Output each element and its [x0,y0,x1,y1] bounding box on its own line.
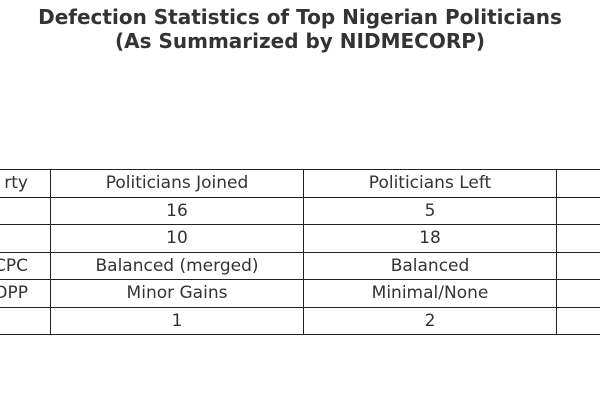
table-row: DPP Minor Gains Minimal/None [0,279,600,308]
header-cell-politicians-joined: Politicians Joined [50,169,304,198]
table-header-row: rty Politicians Joined Politicians Left … [0,169,600,198]
table-cell: 2 [303,306,557,335]
table-row: 10 18 [0,224,600,253]
defection-table: rty Politicians Joined Politicians Left … [0,169,600,335]
table-cell [0,306,51,335]
chart-title-line-1: Defection Statistics of Top Nigerian Pol… [38,5,562,29]
table-cell: Balanced [303,251,557,280]
chart-title: Defection Statistics of Top Nigerian Pol… [0,5,600,53]
chart-title-line-2: (As Summarized by NIDMECORP) [114,29,486,53]
header-cell-net: Ne [556,169,600,198]
table-cell [0,224,51,253]
table-cell: DPP [0,279,51,308]
table-cell [556,224,600,253]
table-cell: 1 [50,306,304,335]
table-cell: CPC [0,251,51,280]
table-row: 1 2 [0,306,600,335]
table-cell: 16 [50,196,304,225]
table-cell: 5 [303,196,557,225]
table-cell: Minor Gains [50,279,304,308]
table-cell [556,251,600,280]
table-cell: Balanced (merged) [50,251,304,280]
table-cell [556,306,600,335]
table-row: 16 5 [0,196,600,225]
header-cell-politicians-left: Politicians Left [303,169,557,198]
table-cell: 10 [50,224,304,253]
table-row: CPC Balanced (merged) Balanced [0,251,600,280]
table-cell [0,196,51,225]
table-cell [556,196,600,225]
table-cell: Minimal/None [303,279,557,308]
header-cell-party: rty [0,169,51,198]
table-cell: 18 [303,224,557,253]
table-viewport: rty Politicians Joined Politicians Left … [0,169,600,341]
table-cell [556,279,600,308]
